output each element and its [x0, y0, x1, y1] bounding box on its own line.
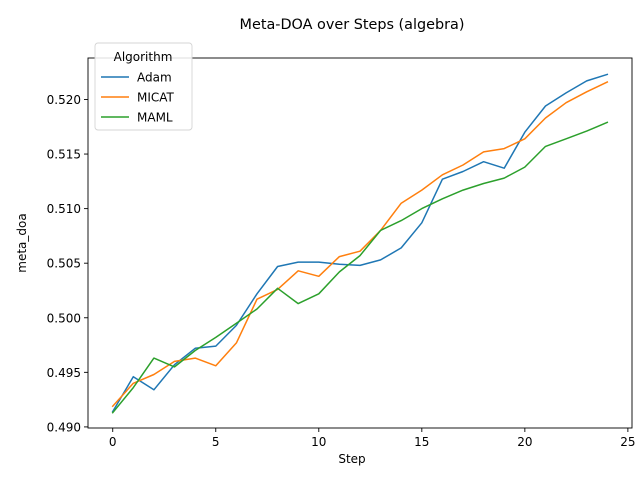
plot-area [111, 73, 609, 414]
x-tick-label: 5 [212, 435, 220, 449]
x-axis-label: Step [338, 452, 365, 466]
legend-label-maml: MAML [137, 111, 173, 125]
y-tick-label: 0.505 [47, 257, 81, 271]
x-tick-label: 10 [311, 435, 326, 449]
series-line-maml [111, 121, 609, 414]
series-line-micat [111, 81, 609, 408]
y-tick-label: 0.520 [47, 93, 81, 107]
x-axis: 0 5 10 15 20 25 [109, 428, 636, 449]
chart-title: Meta-DOA over Steps (algebra) [240, 17, 465, 33]
legend: Algorithm Adam MICAT MAML [94, 42, 193, 131]
y-tick-label: 0.515 [47, 148, 81, 162]
y-tick-label: 0.510 [47, 202, 81, 216]
legend-label-adam: Adam [137, 71, 172, 85]
plot-frame [87, 57, 633, 429]
legend-box [94, 42, 193, 131]
y-tick-label: 0.490 [47, 420, 81, 434]
series-line-adam [111, 73, 609, 413]
x-tick-label: 15 [414, 435, 429, 449]
y-tick-label: 0.500 [47, 311, 81, 325]
x-tick-label: 25 [620, 435, 635, 449]
legend-title: Algorithm [114, 50, 173, 64]
y-axis: 0.490 0.495 0.500 0.505 0.510 0.515 0.520 [47, 93, 88, 434]
x-tick-label: 0 [109, 435, 117, 449]
y-tick-label: 0.495 [47, 366, 81, 380]
legend-label-micat: MICAT [137, 91, 175, 105]
y-axis-label: meta_doa [15, 213, 29, 272]
x-tick-label: 20 [517, 435, 532, 449]
